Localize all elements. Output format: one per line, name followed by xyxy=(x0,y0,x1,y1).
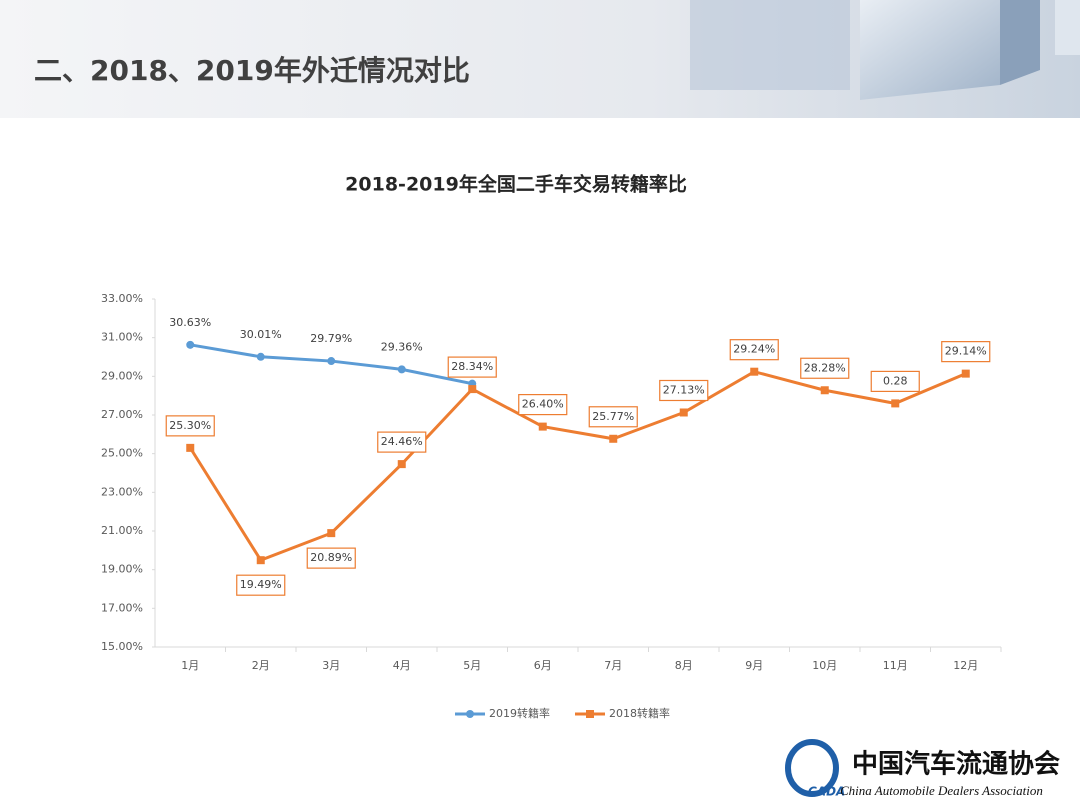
x-tick-label: 3月 xyxy=(322,659,340,672)
y-tick-label: 27.00% xyxy=(101,408,143,421)
x-tick-label: 11月 xyxy=(883,659,908,672)
data-label: 19.49% xyxy=(240,578,282,591)
label-box xyxy=(518,394,568,416)
data-label: 30.01% xyxy=(240,328,282,341)
point-marker xyxy=(186,340,195,349)
data-label: 20.89% xyxy=(310,551,352,564)
x-tick-label: 2月 xyxy=(252,659,270,672)
logo-name: 中国汽车流通协会 xyxy=(852,749,1060,780)
y-tick-label: 21.00% xyxy=(101,524,143,537)
point-marker xyxy=(609,434,618,443)
logo-english: China Automobile Dealers Association xyxy=(840,783,1043,798)
point-marker xyxy=(327,529,336,538)
y-tick-label: 29.00% xyxy=(101,369,143,382)
x-tick-label: 6月 xyxy=(534,659,552,672)
point-marker xyxy=(468,385,477,394)
data-label: 28.34% xyxy=(451,360,493,373)
y-tick-label: 31.00% xyxy=(101,331,143,344)
point-marker xyxy=(397,460,406,469)
point-marker xyxy=(538,422,547,431)
data-label: 28.28% xyxy=(804,361,846,374)
x-tick-label: 8月 xyxy=(675,659,693,672)
x-tick-label: 12月 xyxy=(953,659,978,672)
x-tick-label: 9月 xyxy=(745,659,763,672)
point-marker xyxy=(397,365,406,374)
label-box xyxy=(165,415,215,437)
point-marker xyxy=(679,408,688,417)
label-box xyxy=(377,431,427,453)
point-marker xyxy=(256,556,265,565)
x-tick-label: 4月 xyxy=(393,659,411,672)
label-box xyxy=(447,356,497,378)
chart-title: 2018-2019年全国二手车交易转籍率比 xyxy=(345,173,687,196)
label-box xyxy=(659,379,709,402)
x-tick-label: 1月 xyxy=(181,659,199,672)
series-line xyxy=(188,370,967,563)
data-label: 26.40% xyxy=(522,398,564,411)
data-label: 29.36% xyxy=(381,340,423,353)
point-marker xyxy=(186,443,195,452)
data-label: 0.28 xyxy=(883,374,908,387)
legend-label: 2019转籍率 xyxy=(489,706,550,720)
point-marker xyxy=(961,369,970,378)
data-label: 29.14% xyxy=(945,345,987,358)
data-label: 29.24% xyxy=(733,343,775,356)
logo-mark: CADA xyxy=(808,785,845,799)
header-cubes xyxy=(690,0,1080,100)
slide-title: 二、2018、2019年外迁情况对比 xyxy=(34,54,470,87)
data-label: 30.63% xyxy=(169,316,211,329)
x-tick-label: 5月 xyxy=(463,659,481,672)
label-box xyxy=(870,370,920,392)
label-box xyxy=(729,339,779,361)
data-label: 24.46% xyxy=(381,435,423,448)
y-tick-label: 19.00% xyxy=(101,563,143,576)
point-marker xyxy=(750,367,759,376)
logo-ring xyxy=(785,739,839,797)
data-label: 25.30% xyxy=(169,419,211,432)
point-marker xyxy=(256,352,265,361)
data-label: 27.13% xyxy=(663,383,705,396)
y-tick-label: 23.00% xyxy=(101,485,143,498)
y-tick-label: 33.00% xyxy=(101,292,143,305)
legend-marker xyxy=(586,710,594,718)
label-box xyxy=(588,406,638,428)
y-tick-label: 17.00% xyxy=(101,601,143,614)
y-tick-label: 25.00% xyxy=(101,447,143,460)
point-marker xyxy=(820,386,829,395)
label-box xyxy=(800,357,850,379)
x-tick-label: 7月 xyxy=(604,659,622,672)
label-box xyxy=(236,574,286,596)
y-tick-label: 15.00% xyxy=(101,640,143,653)
legend-label: 2018转籍率 xyxy=(609,706,670,720)
logo: CADA 中国汽车流通协会 China Automobile Dealers A… xyxy=(785,739,1060,799)
label-box xyxy=(306,547,356,569)
data-label: 29.79% xyxy=(310,332,352,345)
point-marker xyxy=(327,357,336,366)
label-box xyxy=(941,341,991,363)
x-tick-label: 10月 xyxy=(812,659,837,672)
point-marker xyxy=(891,399,900,408)
legend-marker xyxy=(466,710,474,718)
data-label: 25.77% xyxy=(592,410,634,423)
